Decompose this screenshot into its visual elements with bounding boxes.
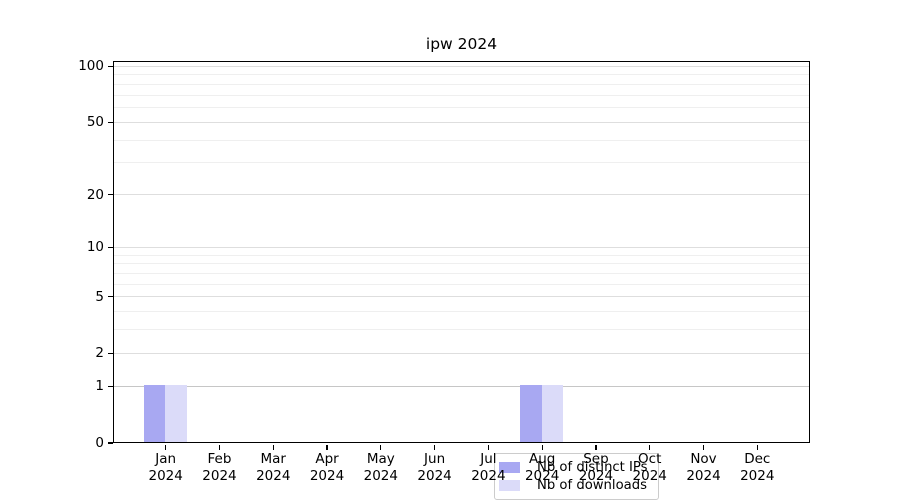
y-tick-mark bbox=[107, 193, 113, 196]
bar-distinct-ips-aug-2024 bbox=[520, 385, 542, 442]
x-tick-label: Aug 2024 bbox=[524, 451, 560, 484]
y-tick-label: 0 bbox=[95, 435, 104, 451]
y-tick-label: 50 bbox=[86, 114, 104, 131]
legend-label-distinct-ips: Nb of distinct IPs bbox=[537, 460, 648, 476]
x-tick-label: Sep 2024 bbox=[578, 451, 614, 484]
y-tick-label: 2 bbox=[95, 345, 104, 362]
legend-entry-downloads: Nb of downloads bbox=[498, 477, 651, 494]
y-tick-mark bbox=[107, 352, 113, 354]
gridline-major bbox=[114, 296, 809, 298]
gridline-minor bbox=[114, 139, 809, 141]
gridline-minor bbox=[114, 107, 809, 109]
x-tick-mark bbox=[433, 444, 436, 450]
gridline-minor bbox=[114, 94, 809, 96]
x-tick-mark bbox=[595, 444, 597, 450]
x-tick-label: Jul 2024 bbox=[471, 451, 506, 484]
x-tick-mark bbox=[165, 444, 167, 450]
x-tick-mark bbox=[326, 444, 328, 450]
gridline-minor bbox=[114, 311, 809, 313]
x-tick-label: Oct 2024 bbox=[632, 451, 667, 484]
legend-swatch-distinct-ips bbox=[499, 462, 520, 474]
x-tick-mark bbox=[702, 444, 705, 450]
gridline-minor bbox=[114, 263, 809, 265]
gridline-major bbox=[114, 121, 809, 123]
x-tick-label: May 2024 bbox=[363, 451, 398, 484]
y-tick-mark bbox=[107, 65, 113, 68]
bar-downloads-aug-2024 bbox=[541, 385, 564, 442]
y-tick-label: 10 bbox=[86, 239, 104, 256]
gridline-major bbox=[114, 194, 809, 196]
gridline-minor bbox=[114, 329, 809, 331]
legend: Nb of distinct IPs Nb of downloads bbox=[494, 453, 659, 500]
y-tick-label: 20 bbox=[86, 186, 104, 203]
gridline-minor bbox=[114, 272, 809, 274]
y-tick-mark bbox=[107, 246, 113, 248]
chart-title: ipw 2024 bbox=[425, 35, 498, 53]
gridline-major bbox=[114, 65, 809, 67]
legend-entry-distinct-ips: Nb of distinct IPs bbox=[498, 459, 651, 476]
y-tick-label: 5 bbox=[95, 288, 104, 305]
x-tick-label: Jan 2024 bbox=[148, 451, 183, 484]
x-tick-label: Dec 2024 bbox=[740, 451, 775, 484]
gridline-minor bbox=[114, 254, 809, 256]
gridline-minor bbox=[114, 74, 809, 76]
x-tick-label: Jun 2024 bbox=[417, 451, 452, 484]
x-tick-label: Nov 2024 bbox=[686, 451, 721, 484]
x-tick-mark bbox=[380, 444, 382, 450]
gridline-major bbox=[114, 385, 809, 387]
x-tick-mark bbox=[487, 444, 490, 450]
y-tick-label: 100 bbox=[78, 58, 104, 75]
legend-swatch-downloads bbox=[499, 479, 520, 491]
x-tick-label: Feb 2024 bbox=[202, 451, 237, 484]
x-tick-mark bbox=[756, 444, 758, 450]
x-tick-label: Mar 2024 bbox=[256, 451, 291, 484]
x-tick-mark bbox=[541, 444, 543, 450]
bar-downloads-jan-2024 bbox=[165, 385, 187, 442]
y-tick-label: 1 bbox=[95, 378, 104, 395]
y-tick-mark bbox=[107, 121, 113, 123]
legend-label-downloads: Nb of downloads bbox=[537, 477, 647, 493]
gridline-major bbox=[114, 352, 809, 354]
y-tick-mark bbox=[107, 296, 113, 298]
gridline-minor bbox=[114, 83, 809, 85]
y-tick-mark bbox=[107, 385, 113, 388]
y-tick-mark bbox=[107, 442, 113, 444]
x-tick-mark bbox=[272, 444, 274, 450]
x-tick-mark bbox=[218, 444, 221, 450]
bar-distinct-ips-jan-2024 bbox=[143, 385, 166, 442]
x-tick-label: Apr 2024 bbox=[309, 451, 345, 484]
gridline-minor bbox=[114, 162, 809, 164]
gridline-minor bbox=[114, 283, 809, 285]
x-tick-mark bbox=[649, 444, 651, 450]
plot-area: Nb of distinct IPs Nb of downloads bbox=[113, 61, 810, 500]
gridline-major bbox=[114, 246, 809, 248]
